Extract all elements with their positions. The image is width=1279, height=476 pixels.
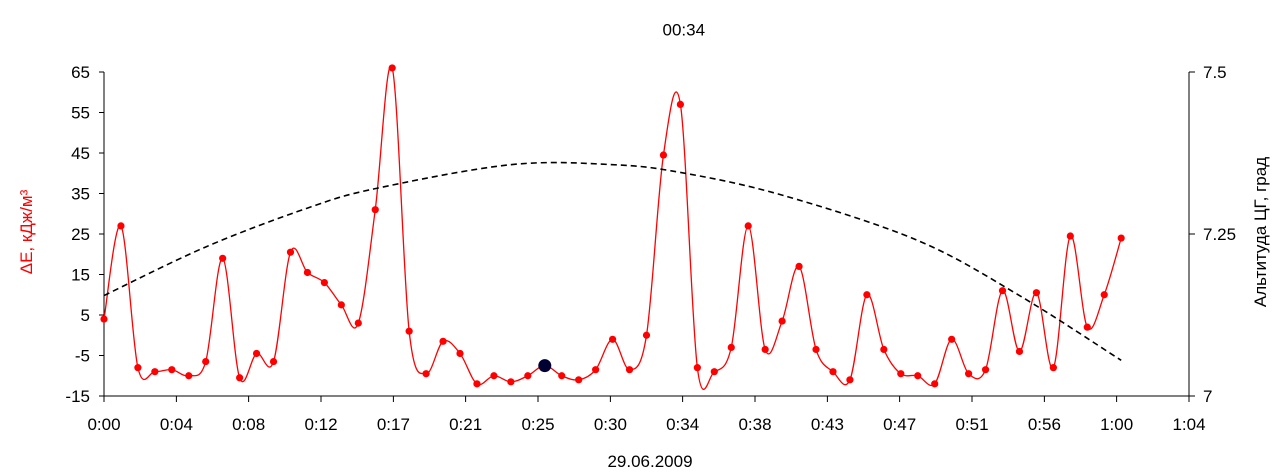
energy-data-point xyxy=(642,331,651,339)
energy-data-point xyxy=(151,368,159,376)
peak-annotation: 00:34 xyxy=(663,21,706,40)
energy-data-point xyxy=(100,315,108,323)
left-tick-label: 15 xyxy=(71,266,90,285)
energy-data-point xyxy=(998,287,1007,295)
energy-data-point xyxy=(948,335,956,343)
x-tick-label: 0:38 xyxy=(738,415,771,434)
right-tick-label: 7.25 xyxy=(1203,225,1236,244)
energy-data-point xyxy=(507,378,515,386)
energy-data-point xyxy=(117,222,125,230)
energy-data-point xyxy=(1083,323,1091,331)
x-tick-label: 0:21 xyxy=(449,415,482,434)
x-tick-label: 0:47 xyxy=(883,415,916,434)
energy-data-point xyxy=(524,372,532,380)
right-axis-title: Альтитуда ЦГ, град xyxy=(1251,157,1270,307)
energy-data-point xyxy=(303,268,312,277)
left-tick-label: -15 xyxy=(65,387,90,406)
energy-data-point xyxy=(388,64,396,72)
x-tick-label: 0:04 xyxy=(160,415,193,434)
x-tick-label: 0:08 xyxy=(232,415,265,434)
energy-data-point xyxy=(761,345,769,354)
altitude-series-line xyxy=(103,161,1122,362)
right-tick-label: 7 xyxy=(1203,387,1212,406)
energy-data-point xyxy=(846,376,854,384)
energy-data-point xyxy=(1049,364,1057,372)
left-tick-label: 25 xyxy=(71,225,90,244)
x-tick-label: 0:25 xyxy=(521,415,554,434)
energy-data-point xyxy=(965,370,973,378)
highlight-point xyxy=(538,359,552,373)
x-tick-label: 0:51 xyxy=(955,415,988,434)
energy-data-point xyxy=(1032,289,1041,297)
x-tick-label: 1:00 xyxy=(1100,415,1133,434)
x-tick-label: 0:30 xyxy=(594,415,627,434)
energy-data-point xyxy=(473,380,481,388)
energy-data-point xyxy=(236,374,244,382)
energy-data-point xyxy=(558,372,566,380)
x-tick-label: 0:00 xyxy=(87,415,120,434)
energy-data-point xyxy=(981,366,990,374)
energy-data-point xyxy=(134,364,142,372)
left-tick-label: -5 xyxy=(75,347,90,366)
energy-data-point xyxy=(880,345,888,354)
right-tick-label: 7.5 xyxy=(1203,63,1227,82)
energy-data-point xyxy=(320,279,328,287)
energy-data-point xyxy=(405,327,413,335)
energy-data-point xyxy=(931,380,939,388)
energy-data-point xyxy=(269,357,278,366)
energy-data-point xyxy=(863,291,871,299)
x-tick-label: 0:17 xyxy=(377,415,410,434)
x-tick-label: 0:12 xyxy=(304,415,337,434)
energy-data-point xyxy=(354,319,362,327)
x-tick-label: 0:34 xyxy=(666,415,699,434)
energy-data-point xyxy=(1117,234,1125,242)
energy-data-point xyxy=(286,248,295,256)
energy-data-point xyxy=(490,372,498,380)
energy-data-point xyxy=(168,366,176,374)
energy-data-point xyxy=(219,254,227,262)
energy-data-point xyxy=(659,151,668,159)
energy-data-point xyxy=(710,368,718,376)
x-tick-label: 0:56 xyxy=(1028,415,1061,434)
energy-data-point xyxy=(778,317,786,325)
energy-data-point xyxy=(812,345,820,354)
energy-data-point xyxy=(1066,232,1074,240)
energy-data-point xyxy=(914,372,922,380)
left-tick-label: 55 xyxy=(71,104,90,123)
energy-data-point xyxy=(592,366,600,374)
energy-data-point xyxy=(202,357,210,366)
x-axis-title: 29.06.2009 xyxy=(607,452,692,471)
energy-data-point xyxy=(185,372,193,380)
energy-data-point xyxy=(693,364,701,372)
left-axis-title: ΔE, кДж/м³ xyxy=(17,189,36,274)
energy-data-point xyxy=(897,370,905,378)
energy-data-point xyxy=(727,343,735,351)
energy-data-point xyxy=(1015,347,1024,356)
plot-area: 65 55 45 35 25 15 5 -5 -15 7.5 7.25 7 0:00 0:04 0:08 0:… xyxy=(65,21,1236,434)
energy-data-point xyxy=(744,222,752,230)
energy-data-point xyxy=(252,349,261,358)
x-tick-label: 0:43 xyxy=(811,415,844,434)
left-tick-label: 65 xyxy=(71,63,90,82)
energy-data-point xyxy=(1100,291,1108,299)
energy-data-point xyxy=(676,100,685,108)
energy-data-point xyxy=(422,370,430,378)
energy-data-point xyxy=(575,376,583,384)
energy-data-point xyxy=(625,366,634,374)
left-tick-label: 45 xyxy=(71,144,90,163)
x-tick-label: 1:04 xyxy=(1172,415,1205,434)
left-tick-label: 35 xyxy=(71,185,90,204)
energy-data-point xyxy=(608,335,617,343)
left-tick-label: 5 xyxy=(81,306,90,325)
energy-data-point xyxy=(829,368,837,376)
energy-data-point xyxy=(795,262,803,270)
energy-data-point xyxy=(456,349,464,358)
energy-data-point xyxy=(371,206,379,214)
energy-data-point xyxy=(337,301,345,309)
energy-data-point xyxy=(439,337,447,345)
